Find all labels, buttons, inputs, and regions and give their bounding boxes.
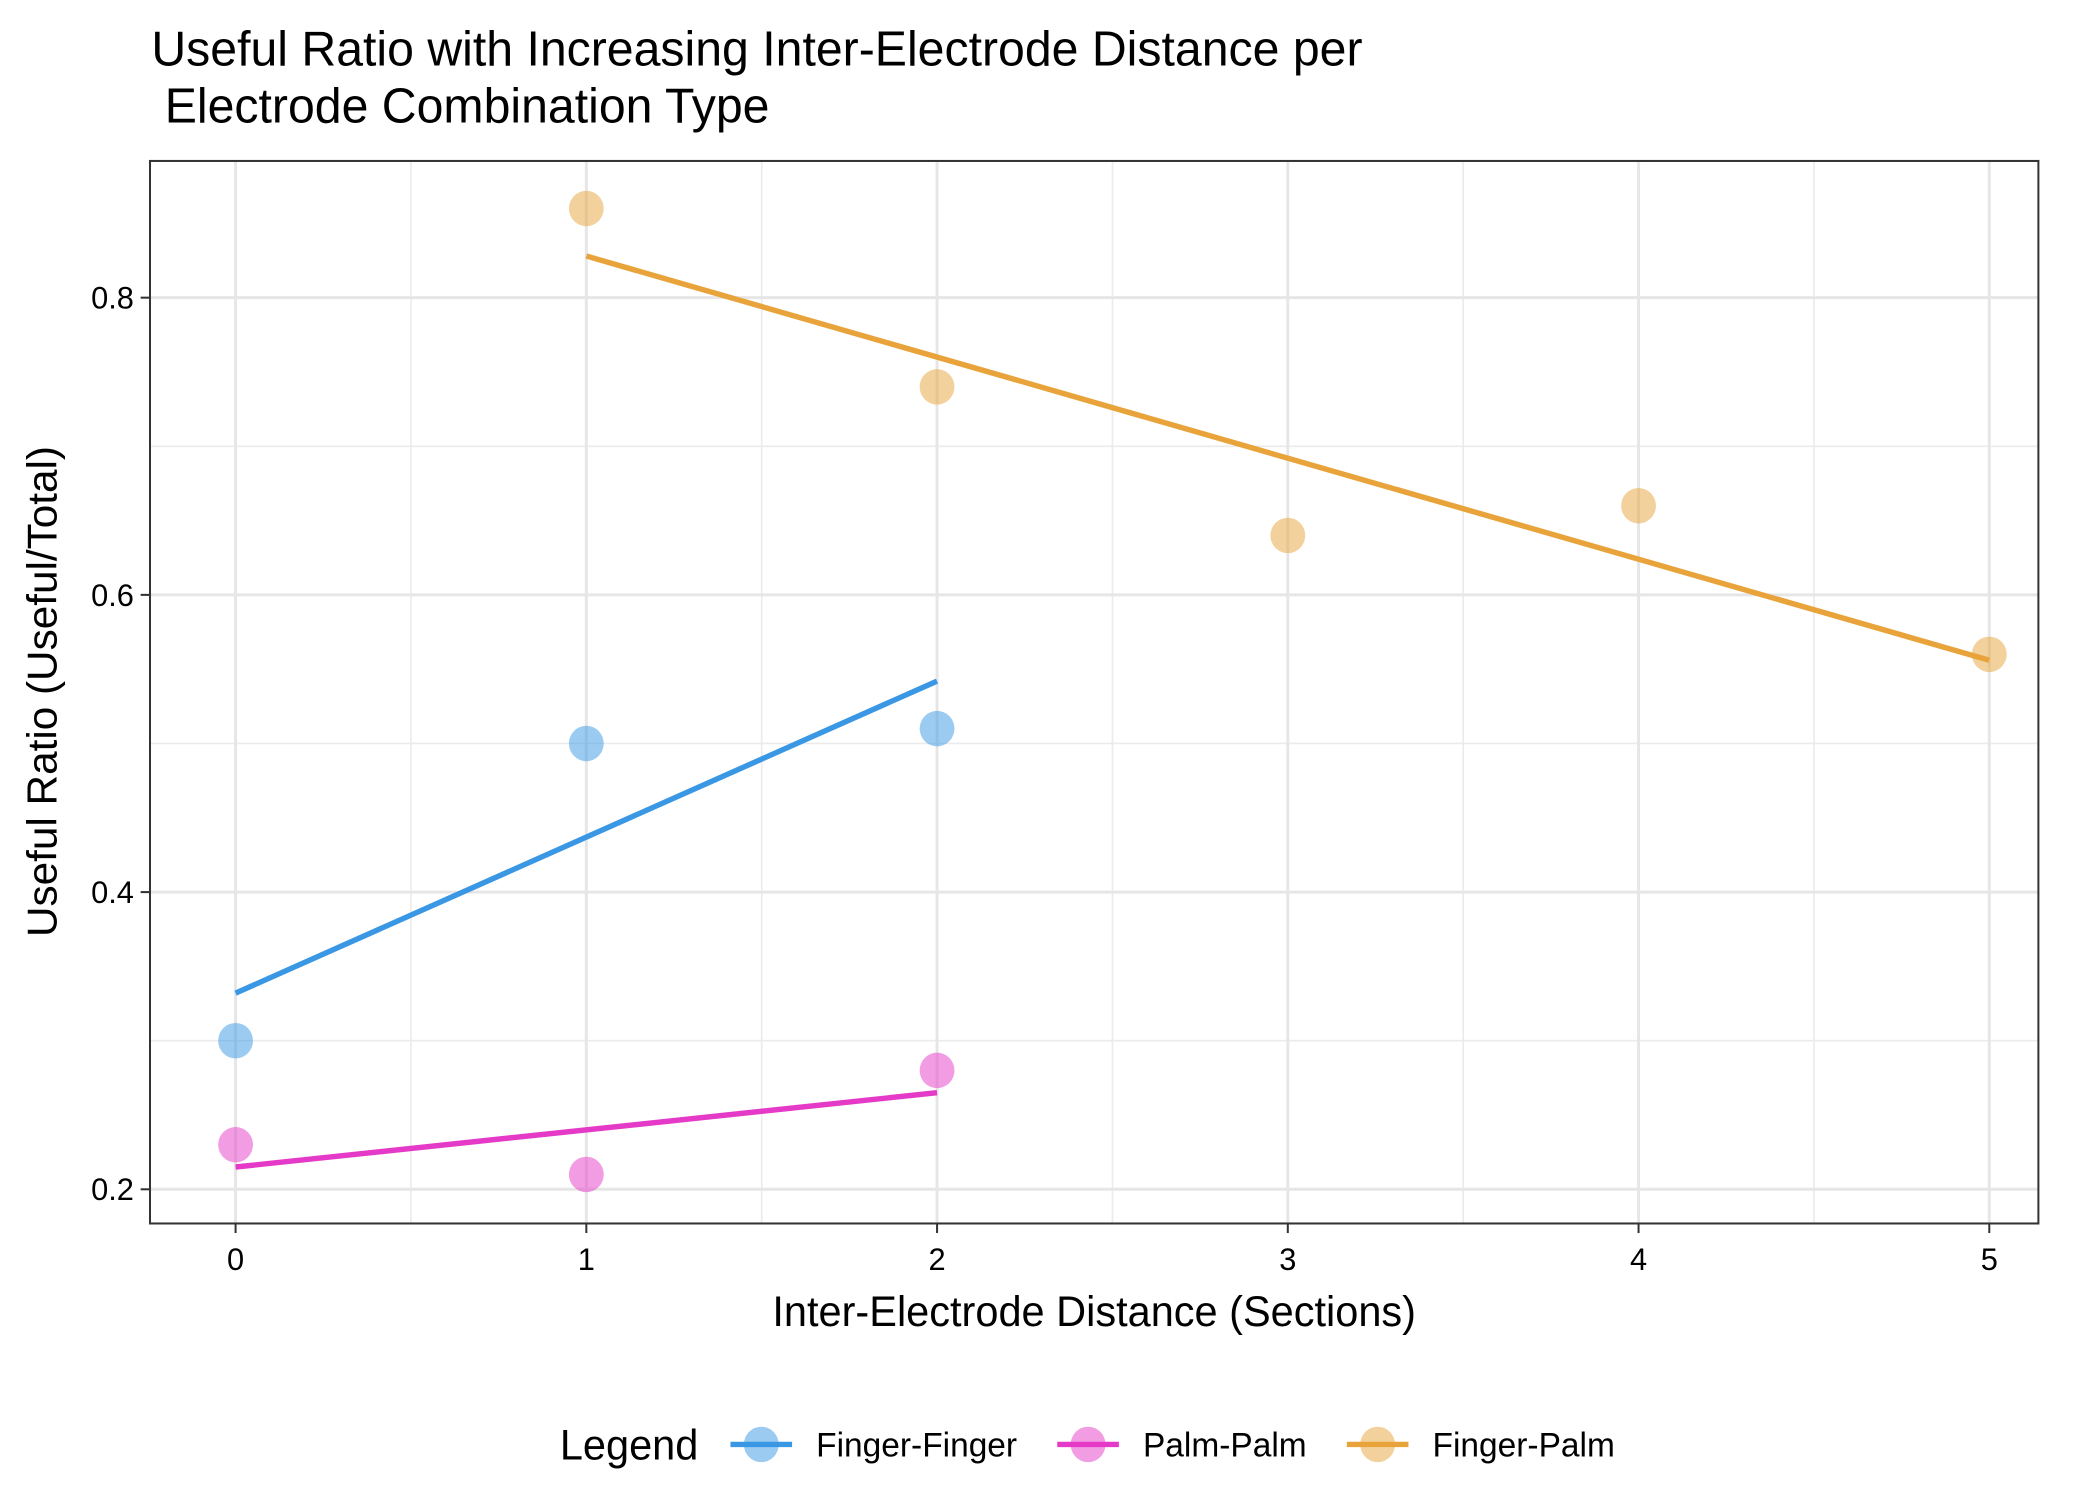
- point: [1971, 636, 2007, 673]
- point: [1270, 517, 1306, 554]
- chart-title: Electrode Combination Type: [151, 79, 769, 133]
- plot-border: [148, 159, 2040, 1225]
- point: [568, 190, 604, 227]
- point: [218, 1126, 253, 1163]
- legend-title: Legend: [560, 1421, 699, 1468]
- point: [568, 725, 604, 762]
- point: [919, 369, 955, 405]
- y-tick-label: 0.4: [91, 875, 134, 910]
- point: [218, 1022, 253, 1059]
- x-tick-label: 5: [1981, 1242, 1998, 1277]
- legend-label: Palm-Palm: [1143, 1426, 1307, 1464]
- legend-key-point: [1070, 1426, 1106, 1463]
- y-tick-label: 0.6: [91, 578, 134, 613]
- point: [1621, 487, 1656, 524]
- x-tick-label: 0: [227, 1242, 244, 1277]
- chart-title: Useful Ratio with Increasing Inter-Elect…: [151, 22, 1362, 76]
- trend-line: [585, 253, 1991, 663]
- legend-key-point: [1360, 1426, 1396, 1463]
- legend-label: Finger-Finger: [816, 1426, 1017, 1464]
- x-tick-label: 2: [928, 1242, 945, 1277]
- trend-line: [235, 1089, 938, 1170]
- legend-label: Finger-Palm: [1433, 1426, 1615, 1464]
- x-tick-label: 1: [578, 1242, 595, 1277]
- legend-key-point: [743, 1426, 779, 1463]
- trend-line: [234, 678, 939, 996]
- point: [919, 710, 955, 747]
- x-axis-label: Inter-Electrode Distance (Sections): [772, 1287, 1416, 1334]
- x-tick-label: 3: [1279, 1242, 1296, 1277]
- y-axis-label: Useful Ratio (Useful/Total): [19, 446, 66, 937]
- x-tick-label: 4: [1630, 1242, 1647, 1277]
- y-tick-label: 0.2: [91, 1172, 134, 1207]
- point: [568, 1156, 604, 1193]
- y-tick-label: 0.8: [91, 280, 134, 315]
- point: [919, 1052, 955, 1089]
